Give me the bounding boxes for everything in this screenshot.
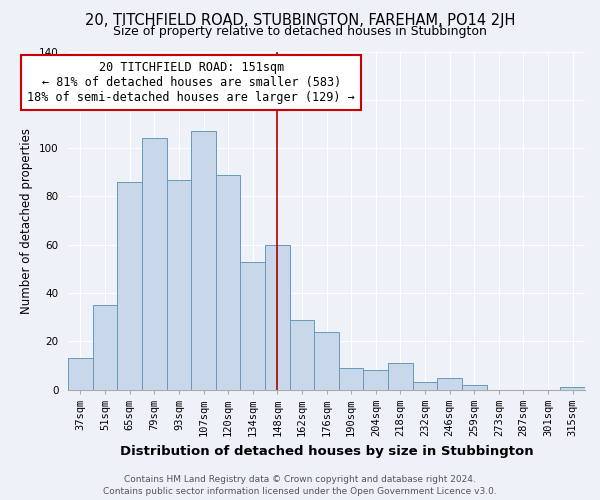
Bar bbox=[167, 180, 191, 390]
X-axis label: Distribution of detached houses by size in Stubbington: Distribution of detached houses by size … bbox=[120, 444, 533, 458]
Bar bbox=[560, 387, 585, 390]
Bar bbox=[241, 262, 265, 390]
Bar bbox=[216, 174, 241, 390]
Bar bbox=[314, 332, 339, 390]
Y-axis label: Number of detached properties: Number of detached properties bbox=[20, 128, 33, 314]
Text: Size of property relative to detached houses in Stubbington: Size of property relative to detached ho… bbox=[113, 25, 487, 38]
Bar bbox=[437, 378, 462, 390]
Text: Contains HM Land Registry data © Crown copyright and database right 2024.
Contai: Contains HM Land Registry data © Crown c… bbox=[103, 474, 497, 496]
Bar bbox=[290, 320, 314, 390]
Bar bbox=[388, 363, 413, 390]
Bar bbox=[413, 382, 437, 390]
Bar bbox=[118, 182, 142, 390]
Text: 20, TITCHFIELD ROAD, STUBBINGTON, FAREHAM, PO14 2JH: 20, TITCHFIELD ROAD, STUBBINGTON, FAREHA… bbox=[85, 12, 515, 28]
Bar bbox=[191, 131, 216, 390]
Bar bbox=[68, 358, 93, 390]
Bar bbox=[339, 368, 364, 390]
Text: 20 TITCHFIELD ROAD: 151sqm
← 81% of detached houses are smaller (583)
18% of sem: 20 TITCHFIELD ROAD: 151sqm ← 81% of deta… bbox=[28, 61, 355, 104]
Bar bbox=[142, 138, 167, 390]
Bar bbox=[265, 244, 290, 390]
Bar bbox=[93, 305, 118, 390]
Bar bbox=[462, 385, 487, 390]
Bar bbox=[364, 370, 388, 390]
